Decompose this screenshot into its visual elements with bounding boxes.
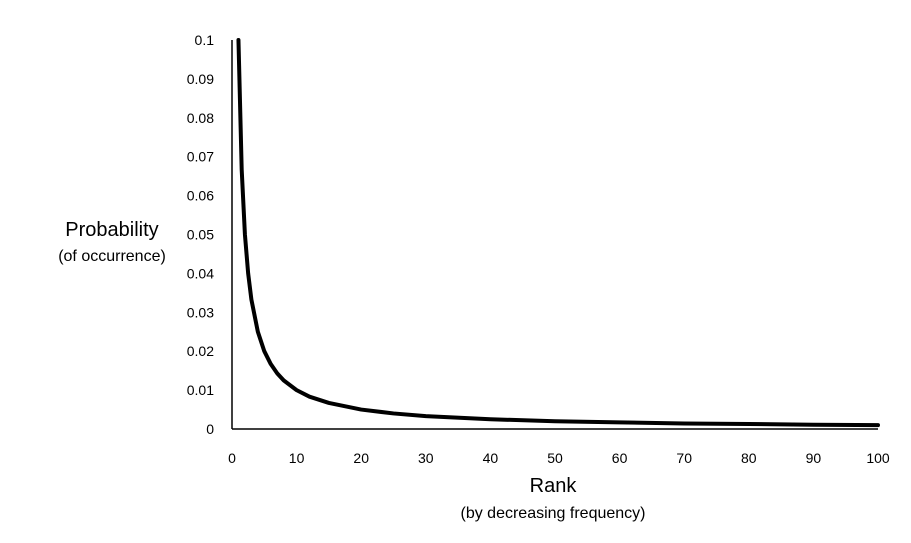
x-tick-label: 10 (289, 450, 305, 466)
y-tick-label: 0.07 (187, 149, 214, 165)
series-line (236, 38, 880, 428)
y-axis-title: Probability (65, 219, 158, 241)
x-tick-label: 20 (353, 450, 369, 466)
y-tick-label: 0.04 (187, 265, 214, 281)
y-tick-labels: 0 0.01 0.02 0.03 0.04 0.05 0.06 0.07 0.08 0.09 0.1 (187, 32, 214, 437)
series-layer (236, 38, 880, 428)
x-tick-label: 40 (483, 450, 499, 466)
y-tick-label: 0.09 (187, 71, 214, 87)
x-tick-label: 70 (676, 450, 692, 466)
x-tick-labels: 0 10 20 30 40 50 60 70 80 90 100 (228, 450, 890, 466)
y-tick-label: 0.01 (187, 382, 214, 398)
x-axis-subtitle: (by decreasing frequency) (461, 505, 646, 522)
x-tick-label: 100 (866, 450, 890, 466)
x-tick-label: 90 (806, 450, 822, 466)
y-tick-label: 0.1 (195, 32, 215, 48)
y-tick-label: 0.03 (187, 304, 214, 320)
y-tick-label: 0 (206, 421, 214, 437)
y-tick-label: 0.02 (187, 343, 214, 359)
x-tick-label: 60 (612, 450, 628, 466)
y-tick-label: 0.06 (187, 188, 214, 204)
y-tick-label: 0.05 (187, 227, 214, 243)
y-tick-label: 0.08 (187, 110, 214, 126)
axes-layer (231, 40, 878, 430)
y-axis-subtitle: (of occurrence) (58, 248, 166, 265)
x-tick-label: 30 (418, 450, 434, 466)
x-tick-label: 50 (547, 450, 563, 466)
x-tick-label: 80 (741, 450, 757, 466)
x-tick-label: 0 (228, 450, 236, 466)
x-axis-title: Rank (530, 475, 578, 497)
